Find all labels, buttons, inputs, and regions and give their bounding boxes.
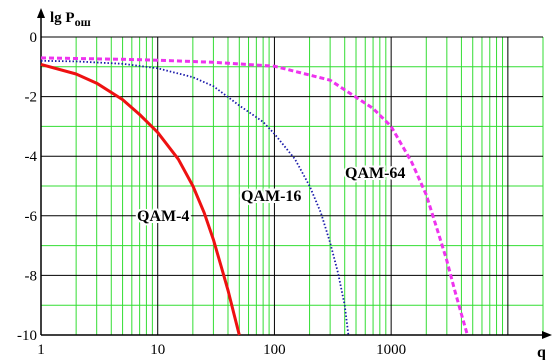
series-group: [40, 56, 469, 336]
x-tick-label: 1: [37, 342, 45, 358]
y-axis-arrow: [37, 8, 45, 18]
y-axis-label-subscript: ош: [75, 15, 91, 29]
y-tick-label: -2: [25, 90, 38, 106]
y-tick-label: -8: [25, 268, 38, 284]
series-labels: QAM-4 QAM-16 QAM-64: [135, 163, 407, 227]
x-axis-label: q: [537, 344, 546, 360]
series-label-qam-16: QAM-16: [241, 188, 301, 205]
axes: [37, 8, 552, 339]
y-axis-label: lg Pош: [50, 10, 91, 29]
y-tick-label: -4: [25, 149, 38, 165]
series-line-qam-64: [40, 56, 469, 336]
series-line-qam-16: [40, 59, 350, 336]
series-label-qam-64: QAM-64: [345, 165, 405, 182]
x-tick-label: 100: [263, 342, 286, 358]
x-tick-label: 1000: [376, 342, 406, 358]
grid: [41, 36, 544, 335]
x-axis-arrow: [542, 331, 552, 339]
tick-labels: 0 -2 -4 -6 -8 -101 10 100 1000: [17, 30, 406, 358]
y-axis-label-main: lg P: [50, 10, 75, 26]
y-tick-label: -10: [17, 328, 37, 344]
y-tick-label: -6: [25, 209, 38, 225]
series-label-qam-4: QAM-4: [137, 208, 189, 225]
x-tick-label: 10: [150, 342, 165, 358]
y-tick-label: 0: [30, 30, 38, 46]
series-line-qam-4: [40, 62, 241, 336]
